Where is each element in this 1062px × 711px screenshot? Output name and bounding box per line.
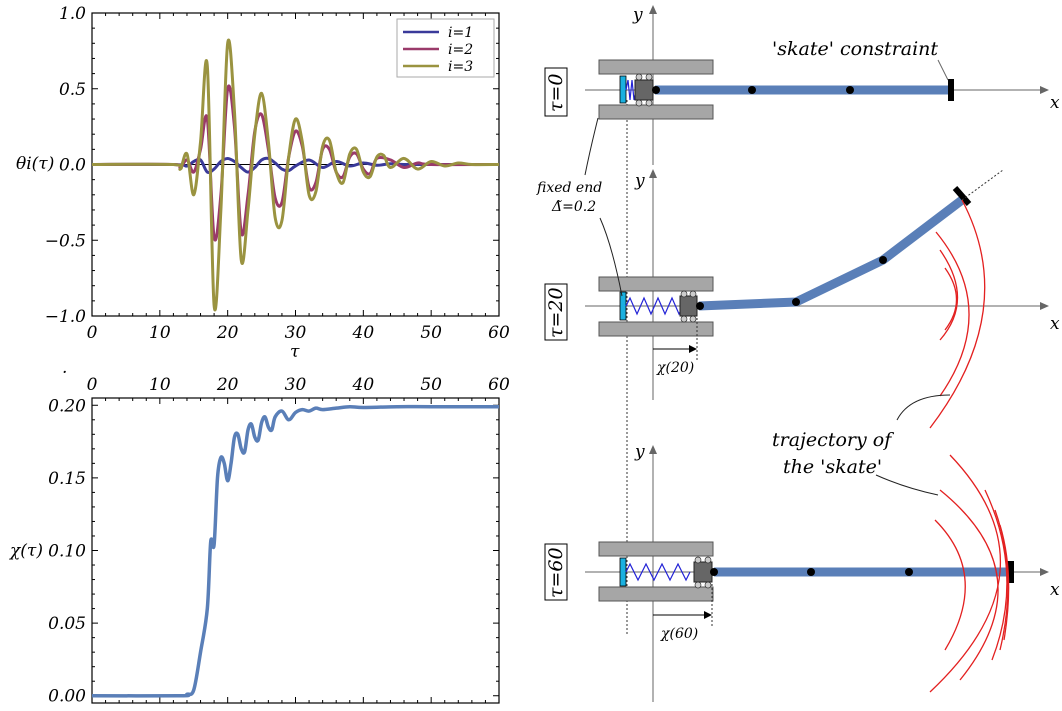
x-tick-label: 50 — [420, 323, 442, 343]
trajectory-arc — [935, 231, 970, 397]
series-line-i=3 — [91, 38, 500, 312]
rod-2 — [698, 196, 965, 311]
cart-2 — [679, 295, 698, 317]
wall-3 — [619, 557, 627, 587]
cart-3 — [693, 561, 713, 583]
wall-1 — [619, 75, 627, 104]
theta-xlabel: τ — [290, 342, 300, 362]
y-tick-label: −0.5 — [45, 231, 86, 251]
trajectory-arc — [929, 199, 986, 429]
trajectory-arc — [944, 267, 958, 331]
trajectory-label-1: trajectory of — [772, 429, 894, 451]
joint — [807, 568, 815, 576]
fixed-end-label-2: Δ̃=0.2 — [551, 199, 596, 215]
x-tick-label: 10 — [149, 375, 171, 395]
joint — [792, 298, 800, 306]
x-tick-label: 20 — [216, 375, 239, 395]
y-tick-label: 0.05 — [48, 614, 86, 634]
cart-1 — [634, 79, 654, 101]
y-tick-label: 0.5 — [59, 80, 86, 100]
y-tick-label: 0.20 — [48, 396, 86, 416]
joint — [879, 256, 887, 264]
y-axis-label-2: y — [634, 171, 645, 191]
chi-plot-frame — [91, 397, 500, 704]
joint — [905, 568, 913, 576]
spring-1 — [625, 79, 637, 101]
chi-ylabel: χ(τ) — [9, 541, 43, 561]
joint — [748, 86, 756, 94]
x-tick-label: 0 — [87, 375, 98, 395]
x-axis-label-3: x — [1050, 580, 1060, 600]
panel-tau60: y x — [544, 442, 1060, 702]
joint — [710, 568, 718, 576]
panel-tau0: y x 'skate' constraint τ=0 — [544, 5, 1060, 165]
joint — [652, 86, 660, 94]
tau-label-2: τ=20 — [545, 287, 567, 338]
y-tick-label: 0.0 — [59, 156, 86, 176]
y-tick-label: 0.10 — [48, 542, 86, 562]
tau-label-3: τ=60 — [545, 547, 567, 598]
spring-3 — [625, 562, 691, 582]
y-tick-label: 0.00 — [48, 687, 86, 707]
joint — [696, 302, 704, 310]
skate-3 — [1007, 561, 1014, 583]
chi60-label: χ(60) — [660, 626, 698, 642]
series-line-series-0 — [91, 404, 499, 698]
skate-diagram: y x 'skate' constraint τ=0 — [536, 5, 1060, 702]
y-tick-label: 0.15 — [48, 469, 86, 489]
y-axis-label-3: y — [634, 442, 645, 462]
chi20-label: χ(20) — [656, 360, 694, 376]
theta-legend: i=1 i=2 i=3 — [396, 18, 495, 78]
x-tick-label: 0 — [87, 323, 98, 343]
fixed-end-label-1: fixed end — [536, 180, 602, 196]
y-axis-label-1: y — [632, 5, 643, 25]
rail-top-2 — [598, 276, 714, 292]
x-axis-label-1: x — [1050, 93, 1060, 113]
legend-label-i3: i=3 — [448, 59, 473, 75]
joint — [846, 86, 854, 94]
rail-top-1 — [598, 59, 714, 75]
tau-label-1: τ=0 — [545, 73, 567, 112]
theta-ylabel: θi(τ) — [16, 154, 54, 174]
theta-plot: 0 10 20 30 40 50 60 −1.0 −0.5 0.0 0.5 1.0 θi(τ) τ i… — [16, 4, 510, 362]
x-tick-label: 10 — [149, 323, 171, 343]
x-tick-label: 40 — [352, 323, 375, 343]
x-tick-label: 60 — [488, 375, 510, 395]
x-tick-label: 60 — [488, 323, 510, 343]
trajectory-arc — [939, 249, 959, 341]
legend-label-i1: i=1 — [448, 25, 473, 41]
rail-bottom-3 — [598, 586, 714, 602]
wall-2 — [619, 291, 627, 321]
spring-2 — [625, 296, 684, 316]
panel-tau20: y x χ( — [536, 117, 1060, 429]
trajectory-arc — [939, 489, 999, 681]
trajectory-arc — [984, 489, 1008, 661]
x-tick-label: 30 — [285, 323, 307, 343]
rail-bottom-1 — [598, 104, 714, 120]
y-tick-label: 1.0 — [59, 4, 86, 24]
trajectory-label-2: the 'skate' — [783, 456, 882, 478]
stray-dot: . — [62, 358, 67, 378]
y-tick-label: −1.0 — [45, 307, 86, 327]
x-tick-label: 20 — [216, 323, 239, 343]
trajectory-arc — [999, 524, 1010, 641]
rail-top-3 — [598, 541, 714, 557]
x-tick-label: 50 — [420, 375, 442, 395]
x-tick-label: 30 — [285, 375, 307, 395]
skate-1 — [948, 79, 954, 101]
rail-bottom-2 — [598, 321, 714, 337]
skate-2 — [952, 186, 972, 206]
chi-plot: 0 10 20 30 40 50 60 0.00 0.05 0.10 0.15 0.20 χ(τ) . — [9, 358, 510, 707]
x-tick-label: 40 — [352, 375, 375, 395]
trajectory-arc — [929, 454, 1002, 693]
trajectory-arc — [934, 519, 966, 651]
legend-label-i2: i=2 — [448, 42, 473, 58]
skate-label: 'skate' constraint — [772, 38, 938, 60]
x-axis-label-2: x — [1050, 314, 1060, 334]
